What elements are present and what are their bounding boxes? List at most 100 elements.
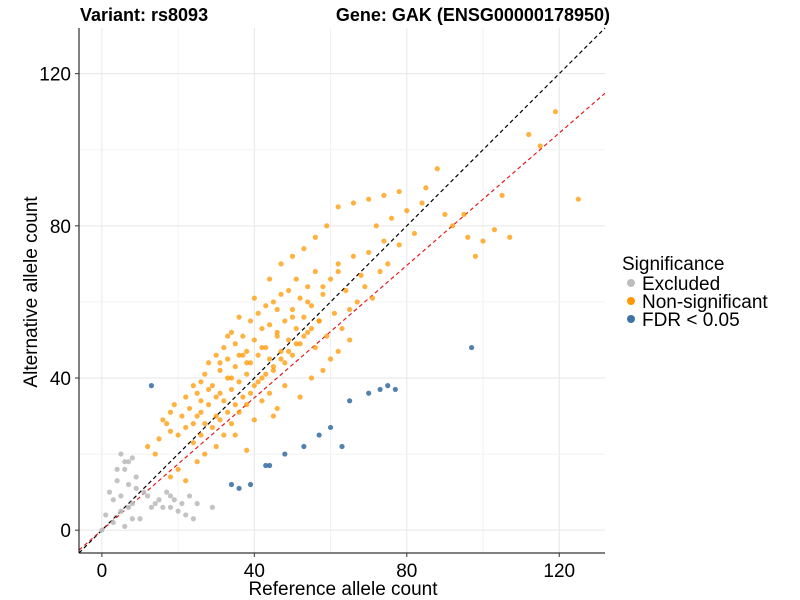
point-non-significant xyxy=(335,348,341,354)
point-non-significant xyxy=(259,325,265,332)
point-non-significant xyxy=(209,424,216,431)
x-tick-label: 0 xyxy=(97,561,108,582)
point-non-significant xyxy=(289,253,296,259)
point-non-significant xyxy=(301,333,307,339)
point-non-significant xyxy=(480,238,486,244)
point-non-significant xyxy=(293,325,299,332)
point-non-significant xyxy=(247,390,254,396)
point-fdr-0-05 xyxy=(263,462,269,469)
point-non-significant xyxy=(244,371,250,377)
point-non-significant xyxy=(282,360,288,366)
point-excluded xyxy=(133,474,139,480)
point-fdr-0-05 xyxy=(301,443,307,450)
point-fdr-0-05 xyxy=(228,481,235,488)
point-non-significant xyxy=(537,143,543,149)
point-non-significant xyxy=(232,363,238,370)
x-tick-label: 120 xyxy=(543,561,575,582)
point-non-significant xyxy=(202,371,208,377)
point-non-significant xyxy=(244,348,250,354)
data-points xyxy=(99,109,581,533)
point-non-significant xyxy=(274,329,280,335)
point-non-significant xyxy=(183,394,189,400)
point-fdr-0-05 xyxy=(266,462,273,469)
point-non-significant xyxy=(270,363,276,370)
point-non-significant xyxy=(202,421,208,427)
point-non-significant xyxy=(312,234,318,240)
point-excluded xyxy=(114,478,120,484)
point-non-significant xyxy=(286,348,292,354)
point-excluded xyxy=(125,481,132,488)
point-non-significant xyxy=(366,196,372,202)
point-excluded xyxy=(179,500,185,507)
point-non-significant xyxy=(358,272,364,278)
point-non-significant xyxy=(263,371,269,377)
point-non-significant xyxy=(232,341,238,347)
point-non-significant xyxy=(377,268,383,275)
point-non-significant xyxy=(194,390,200,396)
point-non-significant xyxy=(381,192,387,198)
point-non-significant xyxy=(335,261,341,267)
point-non-significant xyxy=(369,295,376,301)
point-non-significant xyxy=(190,421,196,427)
point-non-significant xyxy=(240,352,246,358)
point-non-significant xyxy=(297,341,303,347)
point-non-significant xyxy=(217,367,223,373)
legend-swatch xyxy=(627,297,635,305)
point-non-significant xyxy=(282,383,288,389)
legend: Significance ExcludedNon-significantFDR … xyxy=(622,254,768,331)
point-non-significant xyxy=(251,417,257,423)
point-non-significant xyxy=(278,291,284,297)
point-non-significant xyxy=(331,310,337,316)
point-fdr-0-05 xyxy=(148,383,155,389)
point-non-significant xyxy=(411,230,418,237)
point-non-significant xyxy=(228,386,235,393)
point-fdr-0-05 xyxy=(347,398,353,404)
point-non-significant xyxy=(152,451,158,457)
point-non-significant xyxy=(198,398,204,404)
point-non-significant xyxy=(228,421,235,427)
point-excluded xyxy=(167,493,174,499)
point-excluded xyxy=(99,527,105,533)
point-non-significant xyxy=(236,352,242,358)
point-non-significant xyxy=(274,306,280,313)
point-non-significant xyxy=(179,413,185,419)
point-non-significant xyxy=(316,318,322,324)
point-non-significant xyxy=(167,428,174,434)
x-tick-label: 40 xyxy=(244,561,265,582)
point-non-significant xyxy=(255,310,261,316)
point-non-significant xyxy=(286,287,292,294)
point-non-significant xyxy=(228,375,235,381)
point-non-significant xyxy=(320,291,326,297)
point-non-significant xyxy=(244,447,250,453)
point-non-significant xyxy=(217,417,223,423)
point-non-significant xyxy=(186,405,193,412)
point-non-significant xyxy=(225,333,231,339)
point-non-significant xyxy=(240,394,246,400)
point-excluded xyxy=(110,519,116,526)
point-non-significant xyxy=(297,394,303,400)
point-non-significant xyxy=(240,333,246,339)
point-excluded xyxy=(156,497,162,503)
point-non-significant xyxy=(423,185,429,191)
point-non-significant xyxy=(278,348,284,354)
point-excluded xyxy=(122,459,128,465)
point-non-significant xyxy=(236,409,242,415)
x-axis-title: Reference allele count xyxy=(248,579,438,600)
point-non-significant xyxy=(461,211,467,218)
point-non-significant xyxy=(552,109,559,115)
point-fdr-0-05 xyxy=(236,485,242,491)
point-non-significant xyxy=(221,344,227,351)
point-non-significant xyxy=(324,333,330,339)
point-non-significant xyxy=(190,440,196,446)
point-non-significant xyxy=(293,276,299,282)
legend-label: Non-significant xyxy=(642,292,768,313)
point-non-significant xyxy=(247,318,254,324)
point-non-significant xyxy=(343,287,349,294)
chart-title-left: Variant: rs8093 xyxy=(80,5,208,25)
point-non-significant xyxy=(396,242,402,248)
point-non-significant xyxy=(575,196,581,202)
point-non-significant xyxy=(175,432,181,438)
point-excluded xyxy=(167,504,174,510)
point-excluded xyxy=(209,504,216,510)
point-non-significant xyxy=(465,234,471,240)
